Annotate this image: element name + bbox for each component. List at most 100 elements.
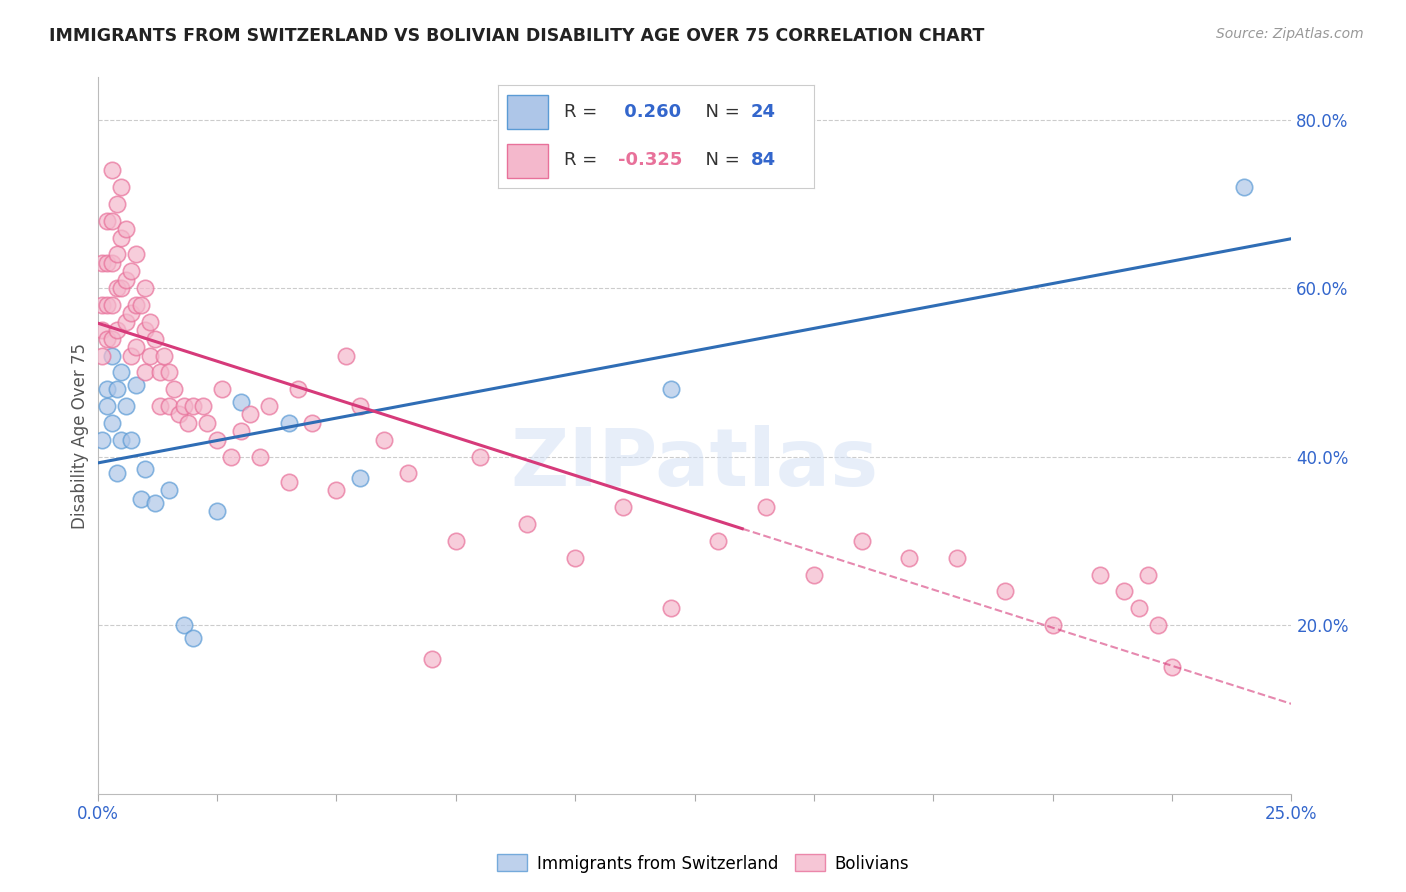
Point [101,163,124,178]
Point [205,433,228,447]
Point [249,450,271,464]
Point [239,408,262,422]
Point [115,273,138,287]
Point [143,332,166,346]
Point [105,197,128,211]
Point [96,298,118,312]
Point [129,298,152,312]
Point [181,631,204,645]
Point [277,416,299,430]
Point [157,483,180,498]
Point [96,332,118,346]
Point [101,349,124,363]
Point [115,399,138,413]
Point [105,247,128,261]
Point [177,416,200,430]
Point [301,416,323,430]
Point [1233,180,1256,194]
Point [211,382,233,396]
Point [91,433,114,447]
Point [181,399,204,413]
Point [420,652,443,666]
Point [96,382,118,396]
Point [149,399,172,413]
Text: ZIPatlas: ZIPatlas [510,425,879,503]
Point [91,256,114,270]
Point [516,516,538,531]
Point [110,230,132,244]
Point [1090,567,1112,582]
Point [120,433,142,447]
Point [125,298,148,312]
Point [287,382,309,396]
Point [105,467,128,481]
Point [173,618,195,632]
Point [101,256,124,270]
Point [110,180,132,194]
Point [707,533,730,548]
Point [349,399,371,413]
Point [91,323,114,337]
Point [803,567,825,582]
Point [101,416,124,430]
Point [946,550,969,565]
Point [134,365,156,379]
Point [105,323,128,337]
Point [205,504,228,518]
Point [564,550,586,565]
Point [1137,567,1160,582]
Point [1042,618,1064,632]
Point [612,500,634,515]
Point [139,315,162,329]
Point [101,332,124,346]
Point [153,349,176,363]
Point [96,213,118,227]
Point [898,550,921,565]
Point [197,416,219,430]
Point [229,395,252,409]
Point [110,281,132,295]
Point [277,475,299,489]
Point [105,281,128,295]
Point [851,533,873,548]
Point [134,462,156,476]
Point [325,483,347,498]
Y-axis label: Disability Age Over 75: Disability Age Over 75 [72,343,89,529]
Point [120,306,142,320]
Point [163,382,186,396]
Point [659,382,682,396]
Point [1128,601,1150,615]
Point [191,399,214,413]
Point [994,584,1017,599]
Point [120,264,142,278]
Point [134,281,156,295]
Text: Source: ZipAtlas.com: Source: ZipAtlas.com [1216,27,1364,41]
Point [91,298,114,312]
Point [167,408,190,422]
Point [115,315,138,329]
Point [1161,660,1184,674]
Point [105,382,128,396]
Point [1114,584,1136,599]
Point [91,349,114,363]
Point [1146,618,1168,632]
Point [120,349,142,363]
Point [149,365,172,379]
Point [396,467,419,481]
Point [259,399,281,413]
Point [444,533,467,548]
Point [110,433,132,447]
Legend: Immigrants from Switzerland, Bolivians: Immigrants from Switzerland, Bolivians [491,847,915,880]
Point [139,349,162,363]
Point [335,349,357,363]
Point [129,491,152,506]
Point [373,433,395,447]
Point [659,601,682,615]
Point [125,247,148,261]
Point [125,378,148,392]
Point [755,500,778,515]
Point [134,323,156,337]
Point [349,471,371,485]
Point [157,365,180,379]
Point [173,399,195,413]
